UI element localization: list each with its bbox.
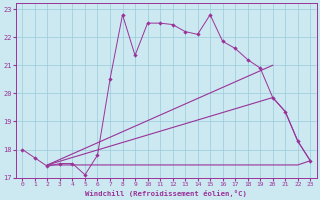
X-axis label: Windchill (Refroidissement éolien,°C): Windchill (Refroidissement éolien,°C)	[85, 190, 247, 197]
